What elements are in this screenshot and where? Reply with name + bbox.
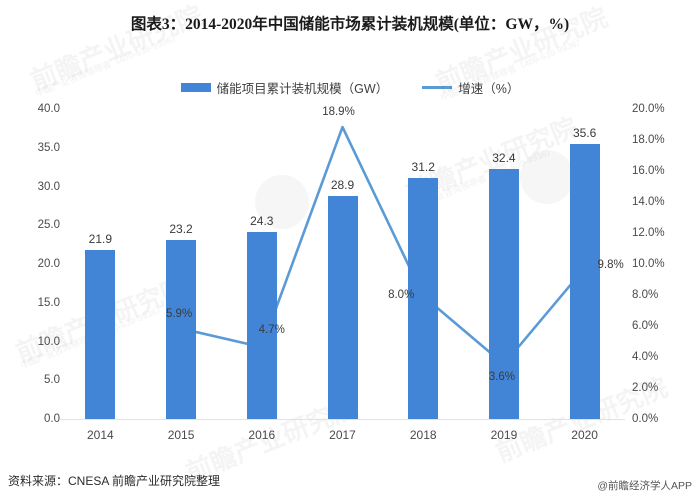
legend-swatch-line-icon xyxy=(422,86,453,89)
growth-rate-label-2016: 4.7% xyxy=(258,324,285,337)
y-axis-right-tick: 10.0% xyxy=(632,258,665,270)
y-axis-left-tick: 5.0 xyxy=(44,374,60,387)
legend-swatch-bar-icon xyxy=(180,83,211,92)
x-axis-tick: 2018 xyxy=(409,428,437,442)
y-axis-right-tick: 4.0% xyxy=(632,351,659,363)
x-axis-tick: 2016 xyxy=(248,428,276,442)
y-axis-left-tick: 35.0 xyxy=(37,141,60,154)
y-axis-right-tick: 16.0% xyxy=(632,165,665,177)
legend-item-line-series[interactable]: 增速（%） xyxy=(422,78,519,97)
y-axis-right-tick: 6.0% xyxy=(632,320,659,332)
y-axis-left-tick: 40.0 xyxy=(37,103,60,115)
chart-legend: 储能项目累计装机规模（GW） 增速（%） xyxy=(0,78,700,97)
y-axis-right-tick: 12.0% xyxy=(632,227,665,239)
legend-item-bar-series[interactable]: 储能项目累计装机规模（GW） xyxy=(180,78,389,97)
x-axis-tick: 2014 xyxy=(86,428,114,442)
x-axis-tick: 2020 xyxy=(571,428,598,442)
y-axis-right-tick: 8.0% xyxy=(632,289,659,301)
bar-value-label-2020: 35.6 xyxy=(572,126,597,141)
growth-rate-label-2019: 3.6% xyxy=(488,371,516,384)
y-axis-left: 0.0 5.0 10.0 15.0 20.0 25.0 30.0 35.0 40.0 xyxy=(8,103,60,424)
y-axis-left-tick: 10.0 xyxy=(37,335,60,348)
y-axis-right-tick: 20.0% xyxy=(632,103,665,115)
x-axis-tick: 2015 xyxy=(167,428,195,442)
plot-area: 21.9 23.2 24.3 28.9 31.2 32.4 35.6 5.9% 4.7% 18.9… xyxy=(60,106,625,420)
bar-2014[interactable] xyxy=(85,250,116,420)
bar-2017[interactable] xyxy=(327,196,358,420)
bar-2020[interactable] xyxy=(569,144,600,420)
bar-2019[interactable] xyxy=(488,168,519,420)
x-axis-tick: 2017 xyxy=(329,428,356,442)
y-axis-right-tick: 14.0% xyxy=(632,196,665,208)
bar-value-label-2019: 32.4 xyxy=(492,150,516,165)
growth-rate-label-2017: 18.9% xyxy=(322,106,355,119)
bar-2016[interactable] xyxy=(246,231,277,420)
page-title: 图表3：2014-2020年中国储能市场累计装机规模(单位：GW，%) xyxy=(130,16,570,33)
y-axis-left-tick: 20.0 xyxy=(37,258,60,270)
growth-rate-label-2020: 9.8% xyxy=(597,259,624,272)
bar-value-label-2017: 28.9 xyxy=(330,178,355,193)
source-note: 资料来源：CNESA 前瞻产业研究院整理 xyxy=(8,474,221,488)
y-axis-left-tick: 15.0 xyxy=(37,296,60,309)
attribution-note: @前瞻经济学人APP xyxy=(597,480,692,492)
x-axis-tick: 2019 xyxy=(490,428,518,442)
y-axis-left-tick: 0.0 xyxy=(44,413,60,425)
growth-rate-label-2015: 5.9% xyxy=(165,307,193,320)
x-axis: 2014 2015 2016 2017 2018 2019 2020 xyxy=(60,428,625,448)
y-axis-right-tick: 18.0% xyxy=(632,134,665,146)
growth-rate-label-2018: 8.0% xyxy=(388,289,415,301)
y-axis-left-tick: 30.0 xyxy=(37,180,60,193)
bar-value-label-2015: 23.2 xyxy=(169,222,193,237)
x-axis-baseline xyxy=(60,419,625,420)
y-axis-right: 0.0% 2.0% 4.0% 6.0% 8.0% 10.0% 12.0% 14.0% 16.0%… xyxy=(632,103,690,424)
bar-2018[interactable] xyxy=(408,178,439,420)
bar-value-label-2014: 21.9 xyxy=(88,232,113,247)
legend-label-bar-series: 储能项目累计装机规模（GW） xyxy=(216,82,389,96)
y-axis-right-tick: 2.0% xyxy=(632,382,659,394)
bar-2015[interactable] xyxy=(166,240,197,420)
bar-value-label-2016: 24.3 xyxy=(250,213,274,228)
legend-label-line-series: 增速（%） xyxy=(458,82,520,96)
y-axis-left-tick: 25.0 xyxy=(37,219,60,232)
bar-value-label-2018: 31.2 xyxy=(411,160,435,175)
y-axis-right-tick: 0.0% xyxy=(632,413,659,425)
